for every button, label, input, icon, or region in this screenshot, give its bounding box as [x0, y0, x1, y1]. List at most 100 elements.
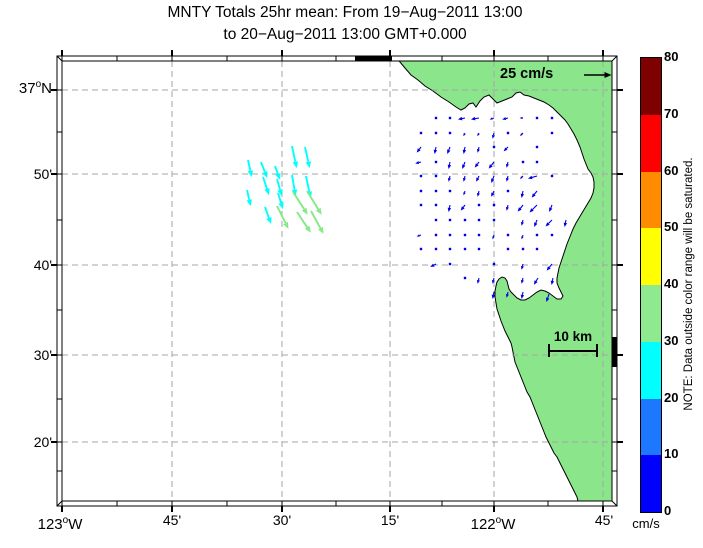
colorbar-tick-label: 80: [664, 49, 679, 64]
lon-label-45m-west: 45': [162, 512, 182, 528]
reference-arrow-head: [604, 72, 612, 78]
current-vector-blue-dot: [434, 131, 438, 135]
current-vector-blue-head: [476, 177, 480, 182]
current-vector-blue-shaft: [506, 291, 509, 295]
figure-title-line2: to 20−Aug−2011 13:00 GMT+0.000: [223, 26, 467, 43]
current-vector-blue-head: [520, 265, 524, 270]
degree-superscript: o: [35, 79, 42, 90]
current-vector-blue-head: [520, 279, 524, 284]
current-vector-blue-shaft: [492, 190, 495, 194]
coastline-landmass: [398, 61, 612, 501]
current-vector-blue-head: [433, 149, 438, 155]
colorbar-segment: [641, 114, 661, 172]
current-vector-blue-head: [447, 164, 452, 170]
current-vector-green-head: [283, 221, 289, 229]
current-vector-blue-shaft: [418, 146, 422, 150]
current-vector-blue-dot: [463, 276, 467, 280]
current-vector-blue-dot: [550, 233, 554, 237]
current-vector-blue-dot: [448, 116, 452, 120]
lat-label-50m: 50': [33, 166, 52, 182]
current-vector-blue-shaft: [551, 277, 554, 282]
current-vector-blue-head: [520, 294, 525, 300]
current-vector-blue-dot: [463, 247, 467, 251]
current-vector-blue-head: [488, 164, 493, 169]
current-vector-blue-dot: [492, 218, 496, 222]
current-vector-blue-dot: [434, 247, 438, 251]
current-vector-blue-shaft: [521, 219, 524, 223]
current-vector-blue-head: [430, 263, 435, 267]
current-vector-blue-shaft: [564, 219, 567, 224]
colorbar-tick-label: 40: [664, 276, 679, 291]
degree-superscript: o: [495, 515, 502, 526]
current-vector-blue-shaft: [462, 204, 466, 208]
current-vector-cyan-head: [278, 202, 284, 210]
current-vector-blue-dot: [434, 233, 438, 237]
current-vector-blue-head: [503, 147, 508, 152]
lat-label-30m: 30': [33, 347, 52, 363]
frame-outer: [56, 55, 618, 507]
current-vector-blue-dot: [448, 218, 452, 222]
current-vector-blue-dot: [506, 233, 510, 237]
colorbar-segment: [641, 285, 661, 342]
current-vector-blue-shaft: [506, 175, 509, 179]
current-vector-cyan-shaft: [277, 192, 282, 204]
current-vector-blue-dot: [550, 131, 554, 135]
current-vector-blue-head: [545, 297, 550, 302]
current-vector-blue-head: [491, 279, 495, 284]
lat-label-40m: 40': [33, 257, 52, 273]
current-vector-blue-shaft: [419, 234, 422, 237]
current-vector-blue-head: [505, 293, 509, 298]
current-vector-blue-head: [531, 193, 536, 198]
current-vector-blue-dot: [419, 174, 423, 178]
current-vector-blue-head: [491, 134, 495, 139]
bay-current-vectors: [415, 116, 568, 302]
current-vector-blue-shaft: [474, 117, 480, 120]
current-vector-green-shaft: [296, 211, 308, 228]
current-vector-blue-dot: [506, 247, 510, 251]
current-vector-green-shaft: [306, 190, 320, 210]
reference-vector-label: 25 cm/s: [500, 66, 554, 82]
current-vector-blue-dot: [535, 160, 539, 164]
frame-inner: [61, 60, 613, 502]
current-vector-blue-dot: [477, 218, 481, 222]
current-vector-blue-shaft: [492, 277, 495, 281]
current-vector-blue-shaft: [521, 277, 524, 281]
current-vector-blue-dot: [492, 262, 496, 266]
current-vector-blue-shaft: [535, 219, 538, 224]
current-vector-blue-head: [476, 192, 480, 197]
current-vector-blue-shaft: [505, 117, 509, 120]
current-vector-blue-shaft: [506, 161, 509, 165]
current-vector-blue-shaft: [490, 161, 495, 166]
current-vector-blue-head: [505, 206, 509, 211]
current-vector-blue-dot: [477, 233, 481, 237]
current-vector-blue-shaft: [521, 132, 524, 135]
current-vector-blue-shaft: [531, 175, 538, 178]
current-vector-blue-head: [463, 192, 466, 196]
lat-label-20m: 20': [33, 434, 52, 450]
current-vector-blue-dot: [434, 203, 438, 207]
current-vector-blue-head: [527, 175, 533, 180]
current-vector-blue-shaft: [519, 204, 524, 209]
current-vector-cyan-shaft: [291, 174, 296, 190]
colorbar-tick-label: 70: [664, 105, 679, 121]
current-vector-blue-shaft: [521, 234, 524, 237]
lon-label-123w: 123oW: [37, 516, 83, 534]
current-vector-blue-shaft: [477, 175, 480, 179]
lat-label-37n: 37oN: [0, 79, 52, 98]
current-vector-blue-head: [415, 161, 420, 165]
lon-label-45m-east: 45': [594, 512, 614, 528]
frame-corner: [56, 500, 63, 507]
current-vector-blue-dot: [419, 131, 423, 135]
lon-label-123w-num: 123: [37, 516, 63, 533]
lon-label-123w-dir: W: [68, 516, 83, 533]
current-vector-blue-head: [463, 133, 466, 137]
current-vector-green-head: [304, 225, 311, 233]
current-vector-blue-dot: [448, 247, 452, 251]
current-vector-blue-dot: [521, 247, 525, 251]
current-vector-blue-dot: [550, 174, 554, 178]
current-vector-blue-head: [462, 149, 467, 155]
current-vector-blue-head: [462, 164, 466, 169]
frame-corner: [611, 55, 618, 62]
current-vector-blue-head: [546, 266, 551, 271]
current-vector-blue-shaft: [548, 263, 553, 268]
